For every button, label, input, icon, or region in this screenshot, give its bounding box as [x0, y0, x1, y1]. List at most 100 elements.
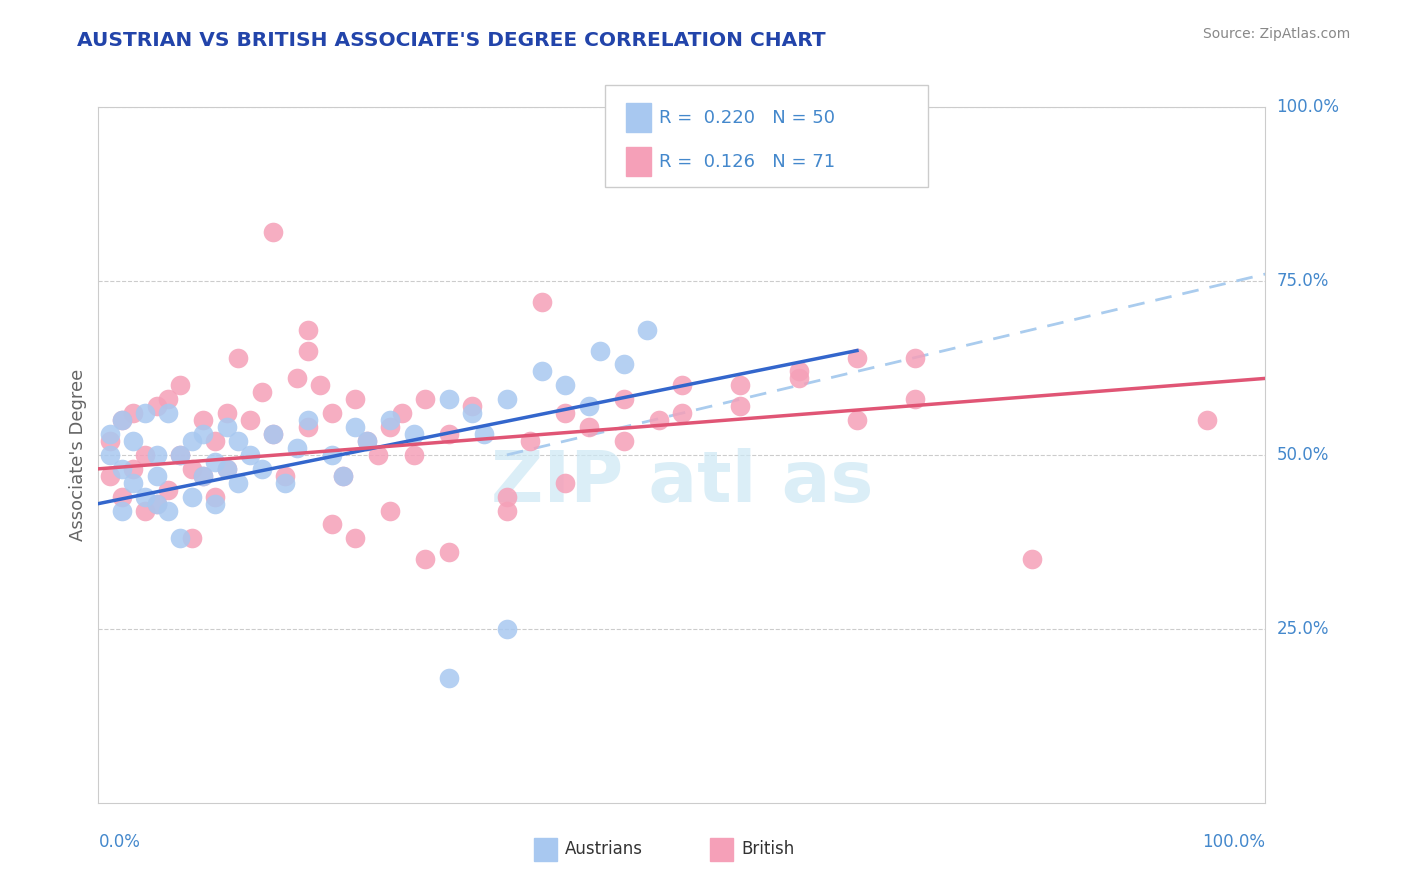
Point [146, 468, 169, 483]
Point [671, 406, 693, 420]
Point [169, 532, 191, 546]
Point [111, 503, 134, 517]
Point [437, 545, 460, 559]
Point [193, 427, 215, 442]
Point [321, 517, 343, 532]
Point [846, 413, 869, 427]
Point [589, 343, 612, 358]
Point [496, 392, 519, 407]
Point [169, 378, 191, 392]
Text: British: British [741, 840, 794, 858]
Point [180, 462, 202, 476]
Point [613, 358, 636, 372]
Point [122, 434, 145, 448]
Point [332, 468, 354, 483]
Point [402, 448, 425, 462]
Point [1195, 413, 1218, 427]
Point [437, 671, 460, 685]
Point [98, 448, 121, 462]
Point [193, 468, 215, 483]
Point [578, 420, 600, 434]
Text: 50.0%: 50.0% [1277, 446, 1329, 464]
Point [904, 392, 927, 407]
Point [530, 294, 553, 309]
Point [554, 378, 576, 392]
Point [146, 399, 169, 413]
Text: AUSTRIAN VS BRITISH ASSOCIATE'S DEGREE CORRELATION CHART: AUSTRIAN VS BRITISH ASSOCIATE'S DEGREE C… [77, 31, 825, 50]
Point [344, 532, 367, 546]
Point [111, 413, 134, 427]
Text: 25.0%: 25.0% [1277, 620, 1329, 638]
Point [332, 468, 354, 483]
Point [134, 406, 156, 420]
Point [122, 406, 145, 420]
Point [344, 420, 367, 434]
Point [122, 462, 145, 476]
Point [344, 392, 367, 407]
Point [274, 475, 297, 490]
Point [157, 483, 180, 497]
Point [380, 503, 402, 517]
Point [496, 622, 519, 636]
Point [671, 378, 693, 392]
Point [193, 413, 215, 427]
Point [215, 462, 238, 476]
Point [228, 434, 250, 448]
Point [250, 462, 273, 476]
Point [321, 406, 343, 420]
Point [180, 532, 202, 546]
Point [193, 468, 215, 483]
Point [215, 462, 238, 476]
Point [157, 406, 180, 420]
Point [297, 343, 319, 358]
Point [367, 448, 389, 462]
Text: 100.0%: 100.0% [1202, 833, 1265, 851]
Point [239, 413, 262, 427]
Text: Austrians: Austrians [565, 840, 643, 858]
Point [578, 399, 600, 413]
Point [169, 448, 191, 462]
Point [228, 475, 250, 490]
Text: ZIP atl as: ZIP atl as [491, 449, 873, 517]
Point [111, 413, 134, 427]
Point [613, 392, 636, 407]
Point [391, 406, 413, 420]
Point [402, 427, 425, 442]
Point [496, 503, 519, 517]
Point [530, 364, 553, 378]
Point [297, 413, 319, 427]
Point [413, 552, 436, 566]
Point [134, 490, 156, 504]
Point [204, 434, 226, 448]
Point [215, 406, 238, 420]
Point [262, 427, 284, 442]
Point [262, 427, 284, 442]
Point [157, 503, 180, 517]
Point [250, 385, 273, 400]
Point [204, 497, 226, 511]
Point [846, 351, 869, 365]
Point [111, 462, 134, 476]
Text: R =  0.220   N = 50: R = 0.220 N = 50 [659, 110, 835, 128]
Point [285, 371, 308, 385]
Y-axis label: Associate's Degree: Associate's Degree [69, 368, 87, 541]
Point [380, 413, 402, 427]
Point [204, 490, 226, 504]
Point [437, 392, 460, 407]
Point [285, 441, 308, 455]
Point [98, 434, 121, 448]
Point [146, 448, 169, 462]
Point [519, 434, 541, 448]
Point [636, 323, 658, 337]
Text: 75.0%: 75.0% [1277, 272, 1329, 290]
Point [122, 475, 145, 490]
Point [297, 420, 319, 434]
Point [98, 468, 121, 483]
Point [1021, 552, 1043, 566]
Point [180, 490, 202, 504]
Point [111, 490, 134, 504]
Point [134, 503, 156, 517]
Point [730, 378, 752, 392]
Point [204, 455, 226, 469]
Point [472, 427, 495, 442]
